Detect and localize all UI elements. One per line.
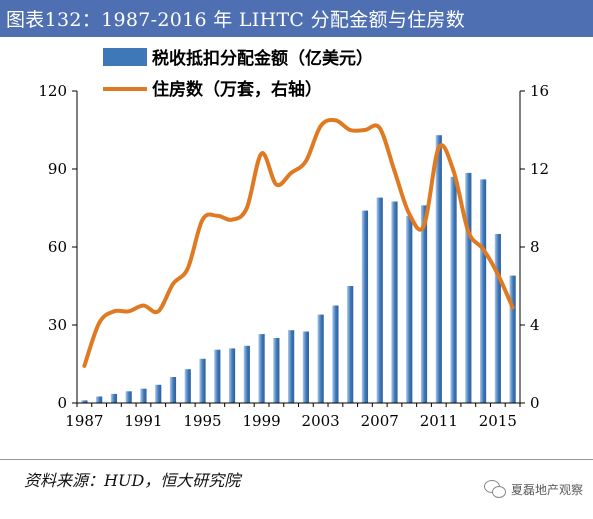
bar-2006	[361, 210, 369, 403]
x-tick-label: 2003	[302, 412, 340, 430]
chart: 税收抵扣分配金额（亿美元） 住房数（万套，右轴） 0 30 60 90 120 0 4 8 12…	[38, 48, 549, 430]
right-tick-label: 4	[530, 316, 540, 334]
right-tick-label: 16	[530, 82, 549, 100]
x-tick-label: 2011	[420, 412, 458, 430]
x-tick-label: 1999	[242, 412, 280, 430]
bar-1991	[140, 388, 147, 403]
bar-2014	[479, 179, 487, 403]
footer-rule	[0, 459, 593, 460]
title-bar: 图表132：1987-2016 年 LIHTC 分配金额与住房数	[0, 0, 593, 37]
x-tick-label: 1991	[124, 412, 162, 430]
x-tick-label: 2007	[361, 412, 399, 430]
watermark: 夏磊地产观察	[483, 480, 583, 498]
bar-2003	[317, 314, 324, 403]
bar-2007	[376, 197, 383, 403]
right-tick-label: 12	[530, 160, 549, 178]
bar-1999	[258, 334, 265, 403]
bar-2002	[302, 331, 309, 403]
bar-2009	[406, 215, 413, 403]
legend: 税收抵扣分配金额（亿美元） 住房数（万套，右轴）	[103, 48, 373, 100]
watermark-label: 夏磊地产观察	[510, 482, 583, 497]
x-tick-label: 2015	[479, 412, 517, 430]
bar-2011	[435, 135, 442, 403]
bar-2005	[347, 286, 354, 403]
bar-2015	[494, 234, 501, 403]
bar-1994	[184, 369, 191, 403]
x-tick-label: 1987	[65, 412, 103, 430]
left-tick-label: 90	[48, 160, 67, 178]
left-tick-label: 0	[57, 394, 67, 412]
bar-2001	[288, 330, 295, 403]
bar-2013	[465, 172, 472, 403]
left-tick-label: 60	[48, 238, 67, 256]
bar-2010	[420, 205, 428, 403]
bar-1992	[155, 384, 162, 403]
bar-1990	[125, 391, 132, 403]
chart-title: 图表132：1987-2016 年 LIHTC 分配金额与住房数	[6, 9, 466, 31]
legend-bar-swatch	[103, 48, 147, 66]
bar-1993	[169, 377, 177, 403]
legend-bar-label: 税收抵扣分配金额（亿美元）	[152, 48, 373, 69]
bar-1989	[110, 393, 118, 403]
ticks: 0 30 60 90 120 0 4 8 12 16 1987 1991 1995 1999 2003 200…	[38, 82, 549, 430]
bar-series	[81, 135, 516, 403]
bar-2004	[332, 305, 339, 403]
left-tick-label: 120	[38, 82, 67, 100]
bar-2016	[509, 275, 516, 403]
bar-1995	[199, 358, 206, 403]
bar-2008	[391, 201, 398, 403]
bar-1988	[96, 396, 103, 403]
bar-1996	[214, 349, 221, 403]
x-tick-label: 1995	[183, 412, 221, 430]
source-note: 资料来源：HUD，恒大研究院	[24, 471, 241, 490]
right-tick-label: 0	[530, 394, 540, 412]
right-tick-label: 8	[530, 238, 540, 256]
line-series	[82, 117, 515, 368]
left-tick-label: 30	[48, 316, 67, 334]
housing-units-line	[82, 117, 515, 368]
bar-1997	[228, 348, 236, 403]
bar-2012	[450, 176, 457, 403]
bar-1987	[81, 400, 88, 403]
legend-line-label: 住房数（万套，右轴）	[152, 79, 322, 100]
bar-1998	[243, 345, 250, 403]
bar-2000	[273, 338, 280, 403]
wechat-icon	[483, 480, 506, 498]
